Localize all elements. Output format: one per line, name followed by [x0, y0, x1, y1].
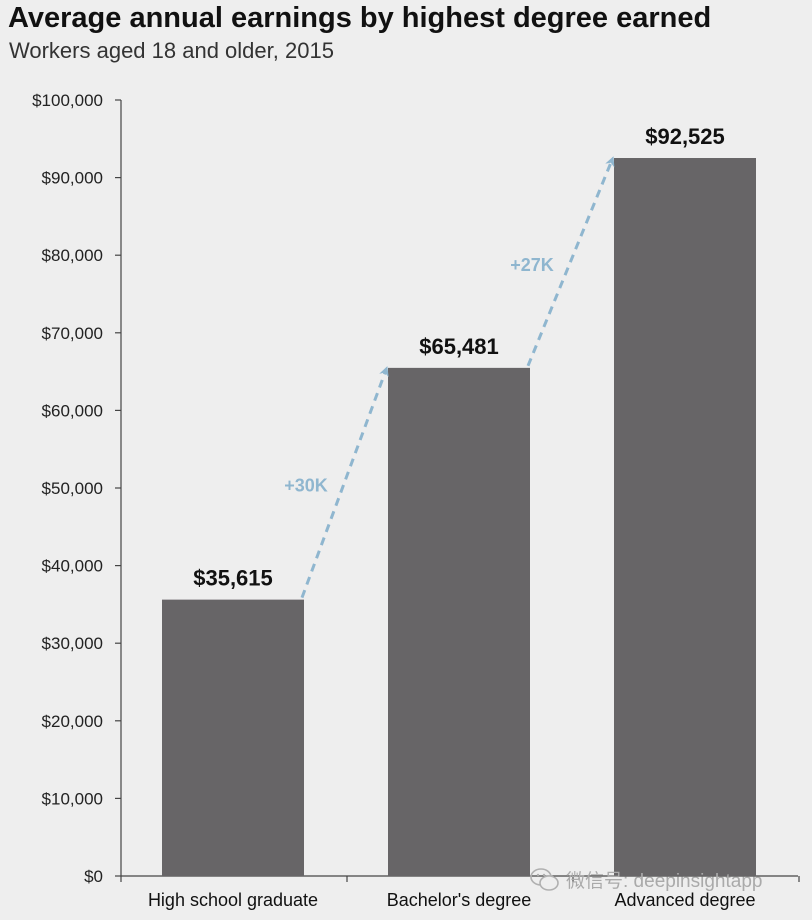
y-tick-label: $20,000 — [42, 712, 103, 731]
y-tick-label: $0 — [84, 867, 103, 886]
category-label: High school graduate — [148, 890, 318, 910]
watermark: 微信号: deepinsightapp — [530, 866, 762, 893]
data-label: $92,525 — [645, 124, 725, 149]
y-tick-label: $40,000 — [42, 557, 103, 576]
y-tick-label: $30,000 — [42, 634, 103, 653]
y-tick-label: $90,000 — [42, 169, 103, 188]
y-tick-label: $50,000 — [42, 479, 103, 498]
y-tick-label: $10,000 — [42, 789, 103, 808]
delta-label: +30K — [284, 476, 328, 496]
wechat-icon — [530, 867, 559, 891]
data-label: $65,481 — [419, 334, 499, 359]
delta-arrow — [526, 156, 615, 367]
y-tick-label: $80,000 — [42, 246, 103, 265]
chart-subtitle: Workers aged 18 and older, 2015 — [9, 38, 334, 63]
y-tick-label: $60,000 — [42, 401, 103, 420]
y-tick-label: $100,000 — [32, 91, 103, 110]
watermark-text: 微信号: deepinsightapp — [566, 871, 763, 892]
delta-arrow — [300, 366, 389, 599]
bar — [614, 158, 756, 877]
data-label: $35,615 — [193, 566, 273, 591]
y-tick-label: $70,000 — [42, 324, 103, 343]
category-label: Advanced degree — [614, 890, 755, 910]
bar — [162, 599, 304, 876]
delta-label: +27K — [510, 255, 554, 275]
bar — [388, 367, 530, 876]
chart-title: Average annual earnings by highest degre… — [8, 2, 712, 34]
category-label: Bachelor's degree — [387, 890, 532, 910]
